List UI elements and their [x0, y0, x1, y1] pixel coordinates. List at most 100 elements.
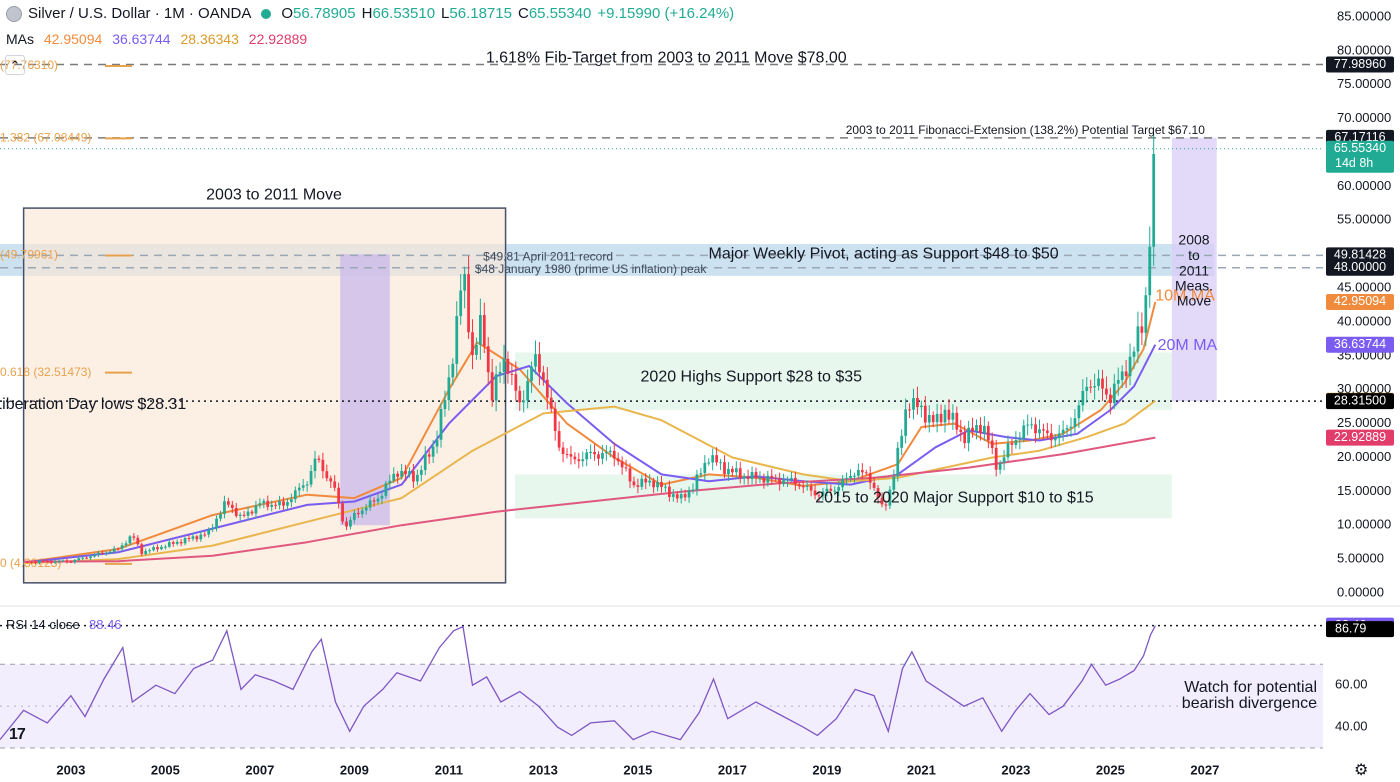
- candle-body: [1077, 405, 1081, 419]
- candle-body: [207, 529, 211, 535]
- change-value: +9.15990 (+16.24%): [597, 5, 735, 22]
- candle-body: [293, 490, 297, 500]
- candle-body: [522, 400, 526, 403]
- x-tick-label: 2019: [812, 762, 841, 777]
- candle-body: [498, 371, 502, 375]
- candle-body: [333, 481, 337, 488]
- candle-body: [124, 543, 128, 546]
- meas-move-label: Move: [1177, 292, 1211, 308]
- candle-body: [140, 544, 144, 555]
- candle-body: [612, 450, 616, 459]
- y-tick-label: 0.00000: [1337, 584, 1384, 599]
- tradingview-logo[interactable]: 17: [9, 726, 26, 743]
- price-tag: [1326, 429, 1394, 446]
- candle-body: [829, 488, 833, 491]
- candle-body: [61, 560, 65, 562]
- candle-body: [77, 558, 81, 561]
- meas-move-label: to: [1188, 247, 1200, 263]
- y-tick-label: 15.00000: [1337, 483, 1391, 498]
- annotation-text: 10M MA: [1155, 287, 1215, 304]
- candle-body: [53, 561, 57, 563]
- candle-body: [160, 546, 163, 550]
- price-tag-text: 65.55340: [1334, 141, 1386, 155]
- candle-body: [667, 486, 671, 497]
- candle-body: [246, 511, 250, 516]
- candle-body: [1006, 443, 1010, 458]
- candle-body: [30, 561, 33, 563]
- candle-body: [282, 501, 285, 506]
- annotation-text: 2003 to 2011 Fibonacci-Extension (138.2%…: [846, 123, 1205, 137]
- candle-body: [927, 415, 931, 423]
- candle-body: [305, 484, 309, 486]
- candle-body: [1069, 426, 1073, 429]
- candle-body: [238, 514, 242, 516]
- candle-body: [573, 456, 577, 460]
- collapse-legend-button[interactable]: ⌃: [5, 55, 25, 75]
- candle-body: [171, 542, 175, 544]
- rsi-tag-text: 86.79: [1335, 621, 1366, 635]
- candle-body: [65, 560, 69, 562]
- candle-body: [679, 494, 683, 499]
- candle-body: [671, 494, 675, 497]
- candle-body: [782, 480, 785, 485]
- candle-body: [1093, 386, 1097, 388]
- candle-body: [384, 483, 388, 496]
- ma-line: [23, 344, 1157, 564]
- symbol-title[interactable]: Silver / U.S. Dollar · 1M · OANDA: [28, 5, 252, 22]
- candle-body: [167, 542, 171, 547]
- candle-body: [994, 447, 998, 470]
- candle-body: [345, 521, 348, 527]
- candle-body: [1128, 356, 1132, 377]
- candle-body: [34, 561, 37, 563]
- candle-body: [372, 500, 376, 502]
- candle-body: [786, 479, 789, 481]
- rsi-annotation: Watch for potential: [1184, 679, 1317, 696]
- price-tag-text: 67.17116: [1334, 130, 1385, 144]
- candle-body: [475, 344, 478, 355]
- x-tick-label: 2007: [245, 762, 274, 777]
- settings-icon[interactable]: ⚙: [1354, 762, 1369, 779]
- candle-body: [912, 398, 915, 410]
- ma-line: [23, 399, 1156, 565]
- candle-body: [368, 500, 372, 508]
- candle-body: [1108, 394, 1112, 404]
- price-tag: [1326, 259, 1394, 276]
- candle-body: [191, 536, 195, 539]
- mas-label: MAs: [6, 31, 34, 47]
- candle-body: [691, 489, 695, 491]
- rsi-label: RSI 14 close: [6, 617, 80, 632]
- candle-body: [49, 561, 53, 563]
- candle-body: [301, 485, 305, 488]
- y-tick-label: 40.00000: [1337, 313, 1391, 328]
- candle-body: [845, 477, 848, 480]
- candle-body: [313, 458, 317, 472]
- rsi-tag: [1326, 621, 1394, 638]
- ma-value: 22.92889: [248, 31, 308, 47]
- price-tag-text: 49.81428: [1334, 248, 1386, 262]
- candle-body: [408, 471, 411, 475]
- candle-body: [455, 316, 459, 364]
- x-tick-label: 2015: [623, 762, 652, 777]
- candle-body: [1089, 386, 1093, 388]
- candle-body: [904, 409, 908, 436]
- candle-body: [427, 454, 431, 457]
- price-tag-text: 36.63744: [1334, 337, 1386, 351]
- candle-body: [486, 346, 490, 373]
- ma-legend[interactable]: MAs 42.95094 36.63744 28.36343 22.92889: [6, 31, 313, 47]
- annotation-text: Liberation Day lows $28.31: [0, 396, 186, 413]
- candle-body: [502, 358, 506, 372]
- candle-body: [553, 408, 557, 431]
- candle-body: [967, 427, 971, 444]
- close-label: C: [517, 5, 529, 22]
- rsi-annotation: bearish divergence: [1182, 695, 1317, 712]
- candle-body: [908, 409, 911, 411]
- candle-body: [419, 470, 423, 475]
- candle-body: [1073, 418, 1077, 427]
- candle-body: [364, 507, 368, 511]
- candle-body: [360, 510, 364, 515]
- candle-body: [108, 551, 112, 553]
- candle-body: [219, 513, 222, 519]
- candle-body: [297, 487, 301, 491]
- candle-body: [321, 459, 325, 472]
